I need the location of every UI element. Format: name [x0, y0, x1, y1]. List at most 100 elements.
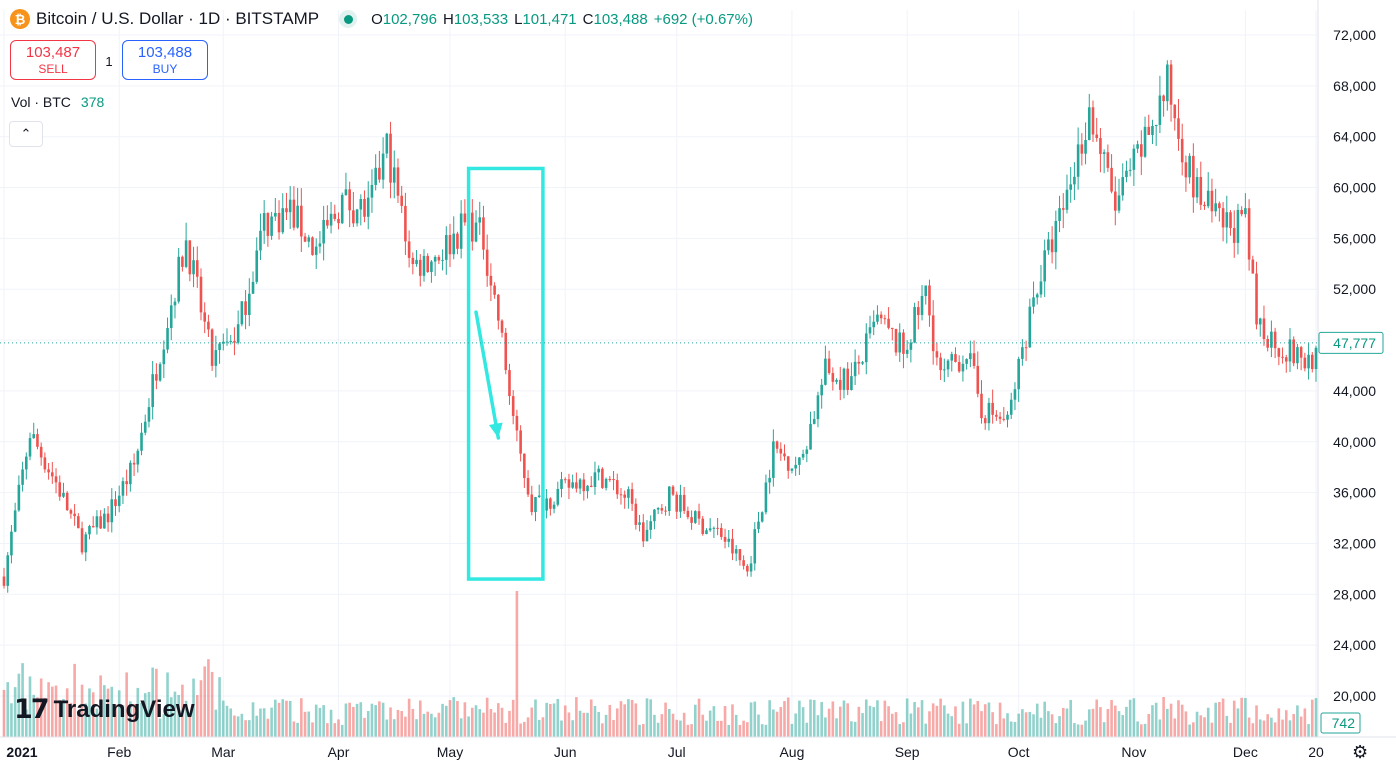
volume-bar — [998, 702, 1002, 737]
candle-body — [508, 370, 511, 397]
volume-bar — [1266, 714, 1269, 737]
volume-bar — [21, 663, 24, 737]
sell-button[interactable]: 103,487 SELL — [10, 40, 96, 80]
volume-bar — [177, 695, 180, 737]
candle-body — [1203, 204, 1206, 207]
volume-bar — [597, 711, 600, 737]
volume-bar — [1307, 724, 1310, 737]
candle-body — [1251, 259, 1255, 274]
candle-body — [864, 333, 868, 363]
volume-bar — [169, 697, 173, 737]
annotation-rectangle[interactable] — [466, 166, 545, 581]
candle-body — [954, 354, 957, 362]
candle-body — [1284, 357, 1288, 362]
volume-bar — [1032, 714, 1035, 737]
price-axis[interactable]: 72,00068,00064,00060,00056,00052,00048,0… — [1317, 0, 1376, 737]
volume-bar — [1102, 722, 1106, 737]
tradingview-logo[interactable]: 17 TradingView — [14, 694, 195, 725]
volume-bar — [1021, 709, 1024, 737]
candle-body — [623, 494, 626, 498]
buy-button[interactable]: 103,488 BUY — [122, 40, 208, 80]
volume-bar — [117, 690, 121, 737]
candle-body — [1299, 347, 1303, 358]
candle-body — [166, 328, 169, 350]
volume-bar — [615, 708, 619, 737]
gear-icon[interactable]: ⚙ — [1352, 742, 1369, 762]
annotation-arrow-shaft[interactable] — [474, 310, 501, 440]
time-axis[interactable]: 2021 Feb Mar Apr May Jun Jul Aug Sep Oct Nov Dec 20 — [0, 736, 1396, 760]
volume-bar — [125, 672, 128, 737]
candle-body — [571, 482, 574, 488]
volume-bar — [779, 707, 783, 737]
annotation-arrow-head[interactable] — [488, 422, 503, 438]
volume-bar — [374, 705, 377, 737]
volume-bar — [1047, 711, 1050, 737]
chevron-up-icon: ⌃ — [20, 126, 32, 141]
candle-body — [448, 235, 452, 255]
volume-bar — [1154, 702, 1158, 737]
volume-bar — [831, 701, 835, 737]
volume-bar — [474, 705, 478, 737]
volume-bar — [794, 713, 797, 737]
volume-bar — [1206, 707, 1210, 737]
candle-body — [77, 516, 80, 529]
candle-body — [203, 312, 207, 322]
volume-bar — [764, 724, 768, 737]
volume-bar — [701, 714, 705, 737]
volume-bar — [99, 675, 102, 737]
market-status-icon[interactable] — [339, 10, 358, 28]
volume-legend-label: Vol · BTC — [11, 94, 71, 110]
price-change: +692 (+0.67%) — [653, 10, 753, 28]
candle-body — [1277, 348, 1281, 357]
candle-body — [51, 472, 54, 477]
candle-body — [1270, 331, 1273, 348]
volume-bar — [853, 721, 857, 737]
volume-bar — [515, 591, 519, 737]
volume-bar — [1143, 723, 1147, 737]
candle-body — [199, 276, 203, 313]
volume-bar — [1121, 715, 1125, 737]
volume-legend-value: 378 — [80, 94, 105, 110]
volume-bar — [103, 685, 106, 737]
volume-legend[interactable]: Vol · BTC 378 — [11, 94, 104, 110]
volume-bar — [478, 709, 482, 737]
volume-bar — [1218, 701, 1221, 737]
candle-body — [173, 301, 177, 306]
candle-body — [783, 453, 786, 457]
volume-bar — [2, 689, 6, 737]
volume-bar — [132, 704, 136, 737]
volume-bar — [121, 705, 125, 737]
volume-bar — [563, 705, 567, 737]
volume-bar — [344, 703, 348, 737]
chart-grid — [0, 10, 1318, 737]
candle-body — [1009, 399, 1013, 415]
volume-bar — [656, 722, 660, 737]
candle-body — [1080, 144, 1084, 154]
candle-body — [218, 343, 221, 351]
volume-bar — [798, 700, 801, 737]
candle-body — [2, 576, 6, 586]
drawing-annotations[interactable] — [0, 166, 1318, 581]
volume-bar — [630, 699, 634, 737]
volume-bar — [549, 704, 552, 737]
volume-bar — [723, 706, 727, 737]
candle-body — [344, 189, 348, 196]
candle-body — [682, 494, 686, 511]
candle-body — [664, 510, 667, 512]
candle-body — [474, 222, 478, 242]
candle-body — [697, 511, 701, 519]
collapse-legend-button[interactable]: ⌃ — [9, 121, 43, 147]
candle-body — [601, 468, 604, 488]
volume-bar — [567, 712, 571, 737]
volume-bar — [1058, 716, 1061, 737]
volume-bar — [604, 714, 608, 737]
volume-bar — [638, 724, 641, 737]
candle-body — [1058, 208, 1061, 221]
candle-body — [54, 476, 58, 483]
candle-body — [10, 531, 13, 556]
symbol-title[interactable]: Bitcoin / U.S. Dollar · 1D · BITSTAMP — [36, 9, 320, 28]
candle-body — [103, 513, 106, 529]
volume-bar — [1087, 709, 1091, 737]
volume-bar — [816, 715, 820, 737]
